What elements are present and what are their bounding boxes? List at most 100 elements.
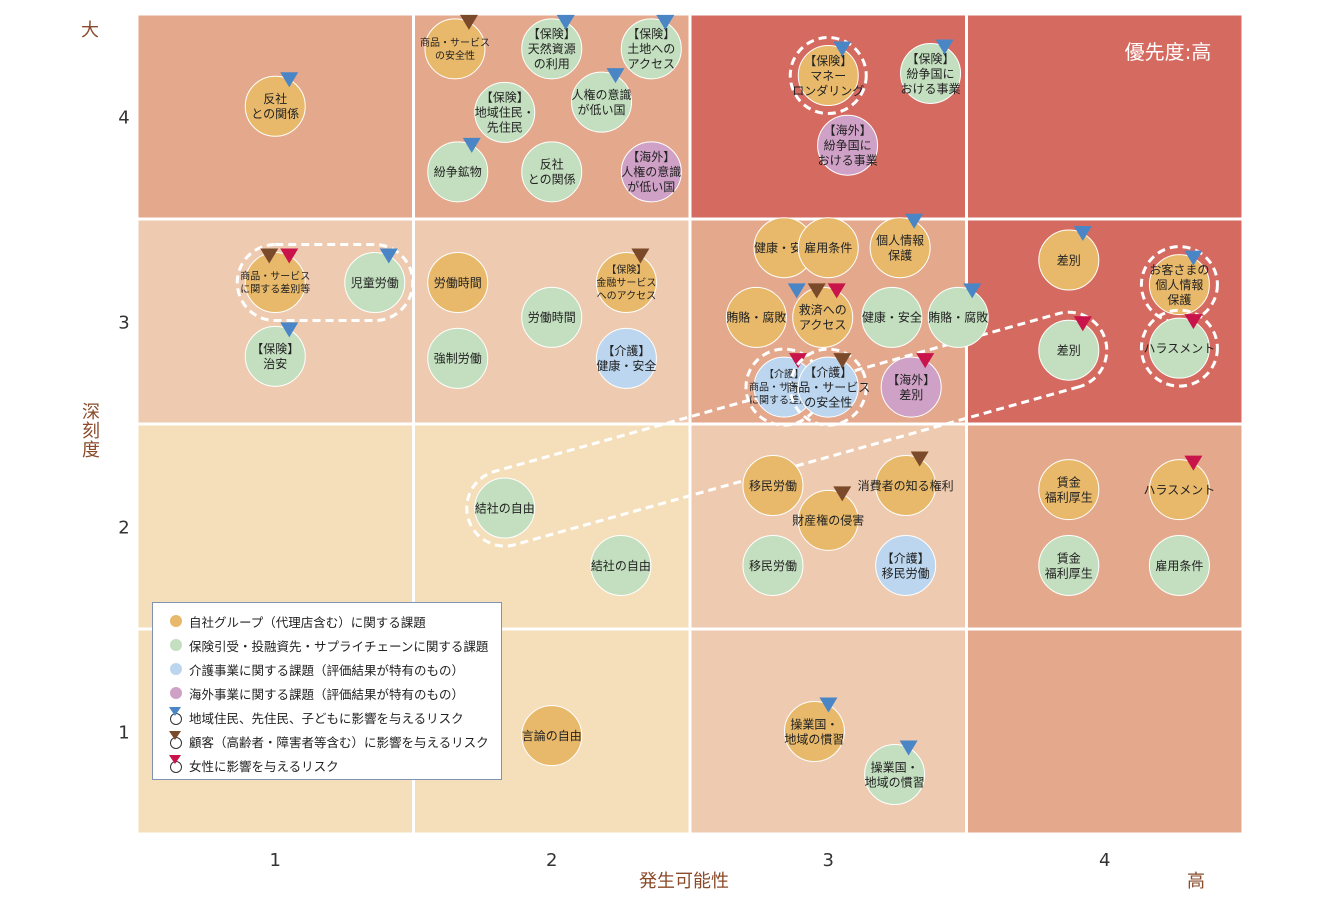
bubble-label: 消費者の知る権利 [858, 478, 954, 493]
bubble: 【保険】地域住民・先住民 [474, 81, 536, 143]
bubbles: 反社との関係商品・サービスの安全性【保険】天然資源の利用【保険】土地へのアクセス… [240, 14, 1219, 806]
bubble-label: 【介護】 [764, 368, 804, 381]
risk-triangle-community [1073, 226, 1092, 241]
risk-triangle-women [916, 353, 935, 369]
legend-item: 顧客（高齢者・障害者等含む）に影響を与えるリスク [169, 729, 501, 753]
risk-triangle-community [1184, 250, 1203, 266]
bubble-label: 【保険】 [251, 342, 299, 356]
bubble-label: へのアクセス [597, 290, 657, 302]
x-axis-high-label: 高 [1187, 871, 1205, 892]
bubble-label: との関係 [528, 173, 576, 187]
risk-triangle-customer [459, 14, 478, 30]
bubble: 健康・安全 [861, 286, 923, 348]
bubble-label: の安全性 [435, 49, 475, 62]
bubble-circle [869, 217, 931, 279]
bubble-label: 【海外】 [887, 372, 935, 387]
bubble-label: 強制労働 [434, 352, 482, 366]
bubble: 労働時間 [521, 286, 583, 348]
bubble-label: 【介護】 [882, 550, 930, 565]
bubble-label: 金融サービス [596, 276, 656, 289]
group-outlines [235, 243, 1109, 548]
bubble-circle [783, 701, 845, 762]
bubble-circle [620, 141, 682, 203]
bubble-label: 雇用条件 [804, 240, 852, 255]
bubble-label: との関係 [251, 107, 299, 121]
risk-triangle-community [656, 14, 675, 30]
x-tick-label: 2 [546, 850, 557, 871]
bubble-circle [1038, 229, 1100, 291]
legend-symbol [169, 731, 183, 749]
y-tick-label: 1 [118, 723, 129, 744]
bubble-label: 差別 [1057, 344, 1081, 358]
bubble: 言論の自由 [521, 705, 583, 767]
legend-symbol [169, 707, 183, 725]
legend-label: 地域住民、先住民、子どもに影響を与えるリスク [189, 710, 464, 726]
bubble-label: の利用 [534, 57, 570, 71]
bubble-label: 賄賂・腐敗 [928, 310, 988, 325]
bubble-circle [595, 252, 657, 314]
bubble-circle [900, 42, 962, 104]
risk-triangle-community [280, 322, 299, 338]
bubble-label: 【介護】 [602, 343, 650, 358]
bubble: 結社の自由 [474, 477, 536, 539]
bubble-label: が低い国 [578, 102, 626, 117]
legend-item: 海外事業に関する課題（評価結果が特有のもの） [169, 681, 501, 705]
bubble-label: 保護 [1167, 292, 1191, 307]
bubble: 操業国・地域の慣習 [783, 697, 845, 762]
bubble: 差別 [1038, 316, 1100, 381]
bubble: 移民労働 [742, 534, 804, 596]
bubble-label: お客さまの [1149, 262, 1209, 277]
risk-triangle-community [787, 283, 806, 299]
risk-triangle-community [819, 697, 838, 713]
bubble: 雇用条件 [797, 217, 859, 279]
bubble: 移民労働 [742, 455, 804, 516]
bubble-circle [875, 534, 937, 596]
bubble-label: 保護 [888, 248, 912, 263]
bubble-label: ハラスメント [1144, 341, 1216, 355]
risk-triangle-community [556, 14, 575, 30]
cell-4-3 [965, 217, 1245, 426]
bubble-label: 紛争国に [824, 138, 872, 153]
bubble-label: 救済への [799, 302, 847, 317]
y-axis-title-char: 深 [82, 402, 100, 423]
y-axis-top-label: 大 [81, 20, 99, 41]
priority-label: 優先度:高 [1125, 40, 1212, 64]
x-axis-title: 発生可能性 [639, 871, 729, 892]
bubble-label: 【保険】 [606, 263, 646, 276]
bubble-circle [521, 18, 583, 80]
bubble-label: 治安 [263, 356, 287, 371]
risk-triangle-customer [631, 248, 650, 264]
risk-triangle-community [379, 248, 398, 264]
bubble-label: 【保険】 [907, 52, 955, 66]
bubble-circle [427, 252, 489, 314]
bubble-label: アクセス [799, 318, 846, 332]
legend-item: 介護事業に関する課題（評価結果が特有のもの） [169, 657, 501, 681]
bubble-circle [571, 71, 633, 133]
group-outline [235, 243, 415, 323]
axis-ticks: 1 2 3 4 4 3 2 1 [118, 108, 1110, 872]
x-tick-label: 4 [1099, 850, 1110, 871]
bubble-label: ハラスメント [1144, 483, 1216, 497]
bubble-circle [864, 744, 926, 806]
bubble-label: 地域の慣習 [865, 774, 925, 789]
bubble-label: 福利厚生 [1045, 565, 1093, 580]
bubble-ring [788, 36, 868, 115]
bubble-label: 結社の自由 [475, 500, 535, 515]
bubble-label: 【保険】 [804, 54, 852, 68]
cell-4-1 [965, 627, 1245, 836]
risk-triangle-community [833, 41, 852, 57]
bubble-circle [880, 356, 942, 418]
cell-1-2 [135, 422, 415, 631]
bubble-label: 移民労働 [749, 479, 797, 493]
bubble: 財産権の侵害 [792, 486, 864, 551]
bubble: ハラスメント [1139, 308, 1219, 388]
